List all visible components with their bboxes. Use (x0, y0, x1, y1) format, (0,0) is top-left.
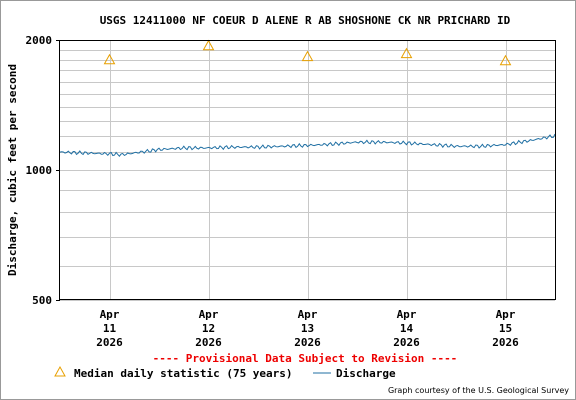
discharge-series-line (59, 133, 556, 157)
x-tick-label-year: 2026 (294, 336, 321, 349)
x-tick-label-year: 2026 (96, 336, 123, 349)
legend-median-icon (54, 365, 66, 377)
series-layer (59, 39, 556, 157)
x-tick-label-month: Apr (298, 308, 318, 321)
y-axis-label: Discharge, cubic feet per second (6, 64, 19, 276)
y-tick-label: 2000 (26, 34, 53, 47)
x-tick-label-month: Apr (397, 308, 417, 321)
grid (60, 40, 555, 301)
median-triangle-marker (400, 47, 413, 59)
median-triangle-marker (301, 50, 314, 62)
x-tick-label-year: 2026 (195, 336, 222, 349)
y-tick-label: 500 (32, 294, 52, 307)
x-tick-label-year: 2026 (393, 336, 420, 349)
x-tick-label-day: 13 (301, 322, 314, 335)
median-triangle-marker (202, 39, 215, 51)
credit-note: Graph courtesy of the U.S. Geological Su… (388, 386, 569, 395)
x-tick-label-month: Apr (496, 308, 516, 321)
legend: Median daily statistic (75 years) Dischar… (54, 365, 396, 380)
median-triangle-marker (499, 54, 512, 66)
chart-title: USGS 12411000 NF COEUR D ALENE R AB SHOS… (100, 14, 511, 27)
x-tick-label-year: 2026 (492, 336, 519, 349)
x-tick-label-day: 14 (400, 322, 414, 335)
x-tick-label-month: Apr (199, 308, 219, 321)
axes: 20001000500Apr112026Apr122026Apr132026Ap… (26, 34, 520, 349)
legend-discharge-label: Discharge (336, 367, 396, 380)
legend-median-label: Median daily statistic (75 years) (74, 367, 293, 380)
x-tick-label-day: 11 (103, 322, 117, 335)
x-tick-label-day: 12 (202, 322, 215, 335)
x-tick-label-day: 15 (499, 322, 512, 335)
median-triangle-marker (103, 53, 116, 65)
x-tick-label-month: Apr (100, 308, 120, 321)
y-tick-label: 1000 (26, 164, 53, 177)
provisional-note: ---- Provisional Data Subject to Revisio… (153, 352, 458, 365)
